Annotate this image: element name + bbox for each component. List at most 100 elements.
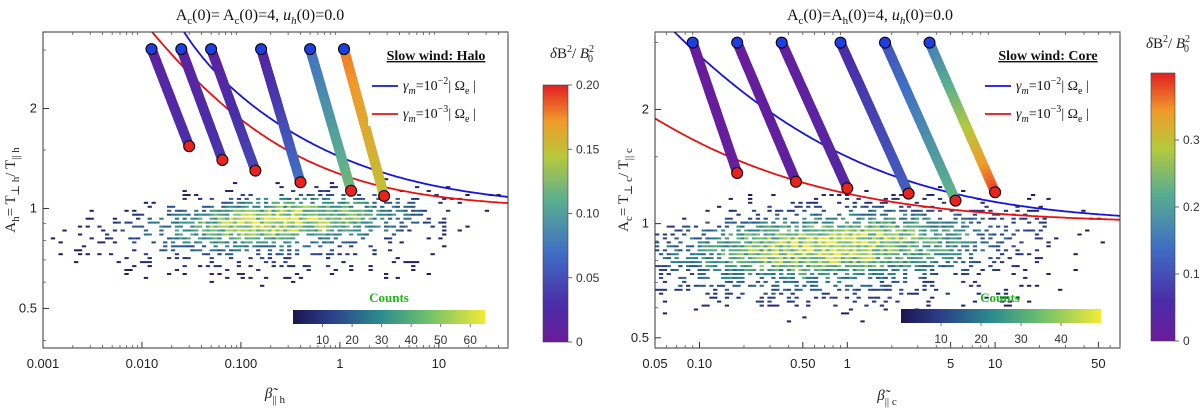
histogram-bin [883, 229, 888, 232]
histogram-bin [415, 197, 420, 200]
histogram-bin [837, 225, 842, 228]
histogram-bin [333, 221, 338, 224]
histogram-bin [666, 253, 671, 256]
histogram-bin [976, 292, 981, 295]
histogram-bin [325, 265, 331, 268]
histogram-bin [922, 197, 927, 200]
histogram-bin [821, 273, 826, 275]
histogram-bin [728, 245, 733, 248]
histogram-bin [333, 225, 338, 228]
histogram-bin [403, 225, 408, 228]
histogram-bin [856, 288, 861, 291]
histogram-bin [720, 261, 726, 264]
histogram-bin [372, 249, 377, 252]
histogram-bin [852, 241, 857, 244]
histogram-bin [248, 225, 253, 228]
histogram-bin [291, 213, 296, 216]
histogram-bin [918, 276, 923, 279]
histogram-bin [662, 265, 668, 268]
histogram-bin [271, 213, 276, 216]
histogram-bin [442, 245, 447, 248]
histogram-bin [411, 201, 416, 204]
histogram-bin [798, 288, 803, 291]
counts-tick-label: 40 [404, 333, 418, 347]
histogram-bin [810, 249, 815, 252]
histogram-bin [786, 245, 792, 248]
histogram-bin [883, 241, 888, 244]
histogram-bin [159, 233, 164, 236]
histogram-bin [953, 217, 958, 220]
histogram-bin [875, 221, 881, 224]
histogram-bin [868, 249, 873, 252]
histogram-bin [256, 241, 261, 244]
histogram-bin [988, 245, 993, 248]
histogram-bin [875, 229, 881, 232]
histogram-bin [751, 249, 757, 252]
histogram-bin [937, 249, 943, 252]
histogram-bin [856, 233, 861, 236]
histogram-bin [976, 209, 981, 212]
histogram-bin [701, 276, 706, 279]
histogram-bin [275, 221, 280, 224]
histogram-bin [891, 245, 896, 248]
histogram-bin [930, 280, 935, 283]
histogram-bin [213, 265, 218, 268]
histogram-bin [782, 241, 788, 244]
histogram-bin [167, 257, 172, 260]
histogram-bin [670, 269, 675, 271]
histogram-bin [868, 241, 873, 244]
histogram-bin [159, 229, 164, 232]
histogram-bin [415, 213, 420, 216]
histogram-bin [802, 209, 807, 212]
histogram-bin [1011, 217, 1016, 220]
histogram-bin [325, 253, 331, 256]
histogram-bin [689, 265, 695, 268]
histogram-bin [395, 209, 400, 212]
histogram-bin [244, 217, 249, 220]
histogram-bin [686, 269, 691, 271]
histogram-bin [899, 237, 904, 240]
histogram-bin [248, 229, 253, 232]
histogram-bin [856, 221, 861, 224]
histogram-bin [387, 237, 393, 240]
histogram-bin [844, 257, 850, 260]
histogram-bin [903, 269, 908, 271]
histogram-bin [213, 209, 218, 212]
histogram-bin [201, 205, 207, 208]
histogram-bin [930, 249, 935, 252]
histogram-bin [325, 213, 331, 216]
histogram-bin [829, 249, 834, 252]
histogram-bin [945, 261, 950, 264]
histogram-bin [922, 284, 927, 287]
counts-colorbar-bar [293, 310, 485, 324]
histogram-bin [248, 201, 253, 204]
histogram-bin [844, 265, 850, 268]
histogram-bin [322, 209, 327, 212]
histogram-bin [740, 265, 745, 268]
histogram-bin [875, 205, 881, 208]
histogram-bin [980, 233, 985, 236]
histogram-bin [817, 257, 823, 260]
histogram-bin [891, 269, 896, 271]
histogram-bin [291, 225, 296, 228]
histogram-bin [205, 225, 211, 228]
histogram-bin [732, 269, 737, 271]
histogram-bin [705, 304, 710, 307]
histogram-bin [182, 213, 187, 216]
histogram-bin [209, 205, 214, 208]
histogram-bin [395, 201, 400, 204]
histogram-bin [914, 249, 919, 252]
histogram-bin [693, 265, 699, 268]
histogram-bin [267, 257, 273, 260]
histogram-bin [903, 241, 908, 244]
histogram-bin [813, 197, 819, 200]
histogram-bin [333, 269, 338, 271]
histogram-bin [256, 249, 261, 252]
histogram-bin [693, 308, 699, 311]
histogram-bin [887, 245, 892, 248]
histogram-bin [302, 197, 307, 200]
histogram-bin [891, 241, 896, 244]
histogram-bin [322, 217, 327, 220]
histogram-bin [287, 205, 292, 208]
histogram-bin [147, 265, 152, 268]
